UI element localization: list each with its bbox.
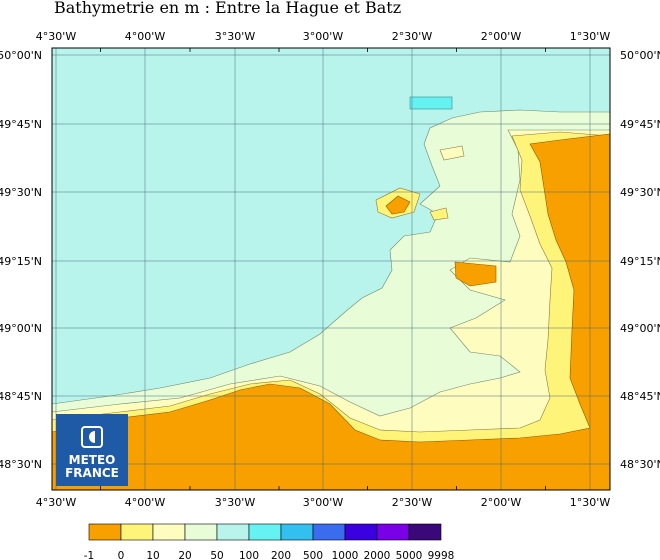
map-title: Bathymetrie en m : Entre la Hague et Bat… bbox=[54, 0, 402, 17]
color-legend: -1 0 10 20 50 100 200 500 1000 2000 5000 9998 bbox=[84, 523, 455, 560]
legend-swatch bbox=[408, 523, 442, 541]
y-tick-label-left: 49°30'N bbox=[0, 186, 42, 199]
island-guernsey-land bbox=[385, 195, 411, 215]
x-tick-label-bottom: 4°30'W bbox=[36, 496, 77, 509]
axis-ticks bbox=[100, 48, 546, 490]
shelf-0-10m bbox=[51, 131, 611, 491]
y-tick-label-right: 48°30'N bbox=[620, 458, 660, 471]
island-jersey bbox=[454, 261, 497, 287]
x-tick-label-bottom: 1°30'W bbox=[570, 496, 611, 509]
logo-line1: METEO bbox=[68, 453, 116, 467]
legend-label: 10 bbox=[146, 550, 159, 560]
y-tick-label-right: 49°00'N bbox=[620, 322, 660, 335]
deep-patch-100-200m bbox=[409, 96, 453, 110]
legend-swatch bbox=[152, 523, 186, 541]
x-tick-label-top: 4°00'W bbox=[125, 30, 166, 43]
x-axis-bottom-labels: 4°30'W 4°00'W 3°30'W 3°00'W 2°30'W 2°00'W 1°30… bbox=[36, 496, 611, 509]
x-axis-top-labels: 4°30'W 4°00'W 3°30'W 3°00'W 2°30'W 2°00'W 1°30… bbox=[36, 30, 611, 43]
legend-label: 9998 bbox=[428, 550, 455, 560]
island-sark bbox=[429, 207, 449, 221]
legend-label: 1000 bbox=[332, 550, 359, 560]
legend-swatch bbox=[344, 523, 378, 541]
logo-line2: FRANCE bbox=[65, 466, 119, 480]
x-tick-label-bottom: 3°00'W bbox=[303, 496, 344, 509]
y-tick-label-right: 49°15'N bbox=[620, 255, 660, 268]
y-tick-label-left: 49°00'N bbox=[0, 322, 42, 335]
x-tick-label-top: 2°00'W bbox=[481, 30, 522, 43]
y-axis-left-labels: 50°00'N 49°45'N 49°30'N 49°15'N 49°00'N 48°45… bbox=[0, 49, 42, 471]
x-tick-label-top: 2°30'W bbox=[392, 30, 433, 43]
y-tick-label-left: 48°30'N bbox=[0, 458, 42, 471]
legend-swatch bbox=[184, 523, 218, 541]
x-tick-label-bottom: 3°30'W bbox=[215, 496, 256, 509]
map-frame bbox=[51, 47, 611, 491]
legend-swatch bbox=[280, 523, 314, 541]
legend-swatch bbox=[120, 523, 154, 541]
x-tick-label-bottom: 2°30'W bbox=[392, 496, 433, 509]
meteo-france-logo: METEO FRANCE bbox=[56, 414, 128, 486]
y-tick-label-left: 48°45'N bbox=[0, 390, 42, 403]
x-tick-label-top: 1°30'W bbox=[570, 30, 611, 43]
y-tick-label-right: 49°30'N bbox=[620, 186, 660, 199]
x-tick-label-top: 4°30'W bbox=[36, 30, 77, 43]
y-tick-label-left: 49°45'N bbox=[0, 118, 42, 131]
y-axis-right-labels: 50°00'N 49°45'N 49°30'N 49°15'N 49°00'N 48°45… bbox=[620, 49, 660, 471]
y-tick-label-right: 49°45'N bbox=[620, 118, 660, 131]
y-tick-label-right: 48°45'N bbox=[620, 390, 660, 403]
legend-label: 0 bbox=[118, 550, 125, 560]
x-tick-label-bottom: 4°00'W bbox=[125, 496, 166, 509]
legend-label: 50 bbox=[210, 550, 223, 560]
x-tick-label-bottom: 2°00'W bbox=[481, 496, 522, 509]
x-tick-label-top: 3°30'W bbox=[215, 30, 256, 43]
x-tick-label-top: 3°00'W bbox=[303, 30, 344, 43]
legend-label: 100 bbox=[239, 550, 259, 560]
legend-label: 5000 bbox=[396, 550, 423, 560]
legend-swatch bbox=[376, 523, 410, 541]
legend-swatch bbox=[312, 523, 346, 541]
legend-label: 500 bbox=[303, 550, 323, 560]
legend-swatch bbox=[88, 523, 122, 541]
island-alderney bbox=[439, 145, 465, 161]
y-tick-label-left: 49°15'N bbox=[0, 255, 42, 268]
legend-label: 20 bbox=[178, 550, 191, 560]
legend-label: -1 bbox=[84, 550, 94, 560]
y-tick-label-right: 50°00'N bbox=[620, 49, 660, 62]
legend-swatch bbox=[248, 523, 282, 541]
legend-label: 2000 bbox=[364, 550, 391, 560]
meteo-france-logo-icon bbox=[81, 426, 103, 448]
legend-label: 200 bbox=[271, 550, 291, 560]
y-tick-label-left: 50°00'N bbox=[0, 49, 42, 62]
legend-swatch bbox=[216, 523, 250, 541]
